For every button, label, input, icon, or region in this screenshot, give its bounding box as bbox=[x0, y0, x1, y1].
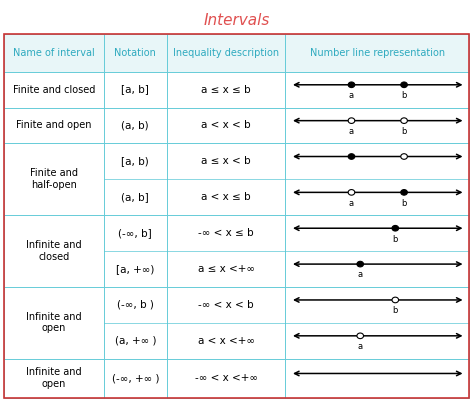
Text: [a, +∞): [a, +∞) bbox=[116, 264, 155, 274]
Text: b: b bbox=[402, 91, 407, 100]
Bar bbox=[104, 287, 166, 358]
Text: -∞ < x ≤ b: -∞ < x ≤ b bbox=[198, 228, 254, 238]
Bar bbox=[166, 143, 285, 215]
Bar bbox=[285, 108, 469, 143]
Text: b: b bbox=[402, 199, 407, 208]
Circle shape bbox=[401, 118, 407, 124]
Text: b: b bbox=[393, 306, 398, 315]
Text: a: a bbox=[358, 270, 363, 280]
Bar bbox=[285, 358, 469, 398]
Bar bbox=[166, 358, 285, 398]
Bar bbox=[104, 358, 166, 398]
Bar bbox=[285, 287, 469, 358]
Bar bbox=[4, 108, 104, 143]
Text: a: a bbox=[349, 199, 354, 208]
Text: a ≤ x ≤ b: a ≤ x ≤ b bbox=[201, 84, 251, 94]
Bar bbox=[285, 72, 469, 108]
Text: (a, b): (a, b) bbox=[122, 120, 149, 130]
Text: (-∞, +∞ ): (-∞, +∞ ) bbox=[112, 373, 159, 383]
Bar bbox=[4, 72, 104, 108]
Circle shape bbox=[357, 261, 364, 267]
Bar bbox=[285, 143, 469, 215]
Bar bbox=[104, 34, 166, 72]
Text: a < x <+∞: a < x <+∞ bbox=[198, 336, 254, 346]
Circle shape bbox=[401, 82, 407, 88]
Text: a: a bbox=[349, 91, 354, 100]
Bar bbox=[104, 72, 166, 108]
Text: Inequality description: Inequality description bbox=[173, 48, 279, 58]
Text: Name of interval: Name of interval bbox=[13, 48, 95, 58]
Text: b: b bbox=[402, 127, 407, 136]
Text: Finite and
half-open: Finite and half-open bbox=[30, 168, 78, 190]
Text: b: b bbox=[393, 235, 398, 244]
Bar bbox=[104, 143, 166, 215]
Bar bbox=[166, 287, 285, 358]
Circle shape bbox=[401, 154, 407, 159]
Text: Infinite and
closed: Infinite and closed bbox=[26, 240, 82, 262]
Text: a ≤ x < b: a ≤ x < b bbox=[201, 156, 251, 166]
Text: Infinite and
open: Infinite and open bbox=[26, 368, 82, 389]
Bar bbox=[166, 34, 285, 72]
Bar bbox=[4, 358, 104, 398]
Bar bbox=[166, 215, 285, 287]
Text: -∞ < x < b: -∞ < x < b bbox=[198, 300, 254, 310]
Circle shape bbox=[348, 154, 355, 159]
Circle shape bbox=[357, 333, 364, 339]
Circle shape bbox=[348, 82, 355, 88]
Text: (a, b]: (a, b] bbox=[122, 192, 149, 202]
Text: a < x < b: a < x < b bbox=[201, 120, 251, 130]
Bar bbox=[4, 215, 104, 287]
Text: a ≤ x <+∞: a ≤ x <+∞ bbox=[198, 264, 254, 274]
Text: -∞ < x <+∞: -∞ < x <+∞ bbox=[194, 373, 257, 383]
Text: a < x ≤ b: a < x ≤ b bbox=[201, 192, 251, 202]
Bar bbox=[4, 143, 104, 215]
Text: a: a bbox=[349, 127, 354, 136]
Text: (-∞, b]: (-∞, b] bbox=[118, 228, 152, 238]
Bar bbox=[166, 108, 285, 143]
Text: Intervals: Intervals bbox=[203, 13, 270, 28]
Bar bbox=[4, 287, 104, 358]
Text: Number line representation: Number line representation bbox=[310, 48, 445, 58]
Text: (-∞, b ): (-∞, b ) bbox=[117, 300, 154, 310]
Bar bbox=[104, 108, 166, 143]
Text: Finite and open: Finite and open bbox=[16, 120, 92, 130]
Circle shape bbox=[348, 118, 355, 124]
Bar bbox=[4, 34, 104, 72]
Bar bbox=[285, 215, 469, 287]
Text: Infinite and
open: Infinite and open bbox=[26, 312, 82, 334]
Text: a: a bbox=[358, 342, 363, 351]
Circle shape bbox=[348, 190, 355, 195]
Text: Notation: Notation bbox=[114, 48, 156, 58]
Circle shape bbox=[392, 297, 399, 303]
Text: [a, b): [a, b) bbox=[122, 156, 149, 166]
Circle shape bbox=[392, 226, 399, 231]
Circle shape bbox=[401, 190, 407, 195]
Text: Finite and closed: Finite and closed bbox=[13, 84, 95, 94]
Bar bbox=[166, 72, 285, 108]
Text: [a, b]: [a, b] bbox=[122, 84, 149, 94]
Bar bbox=[285, 34, 469, 72]
Bar bbox=[104, 215, 166, 287]
Text: (a, +∞ ): (a, +∞ ) bbox=[114, 336, 156, 346]
